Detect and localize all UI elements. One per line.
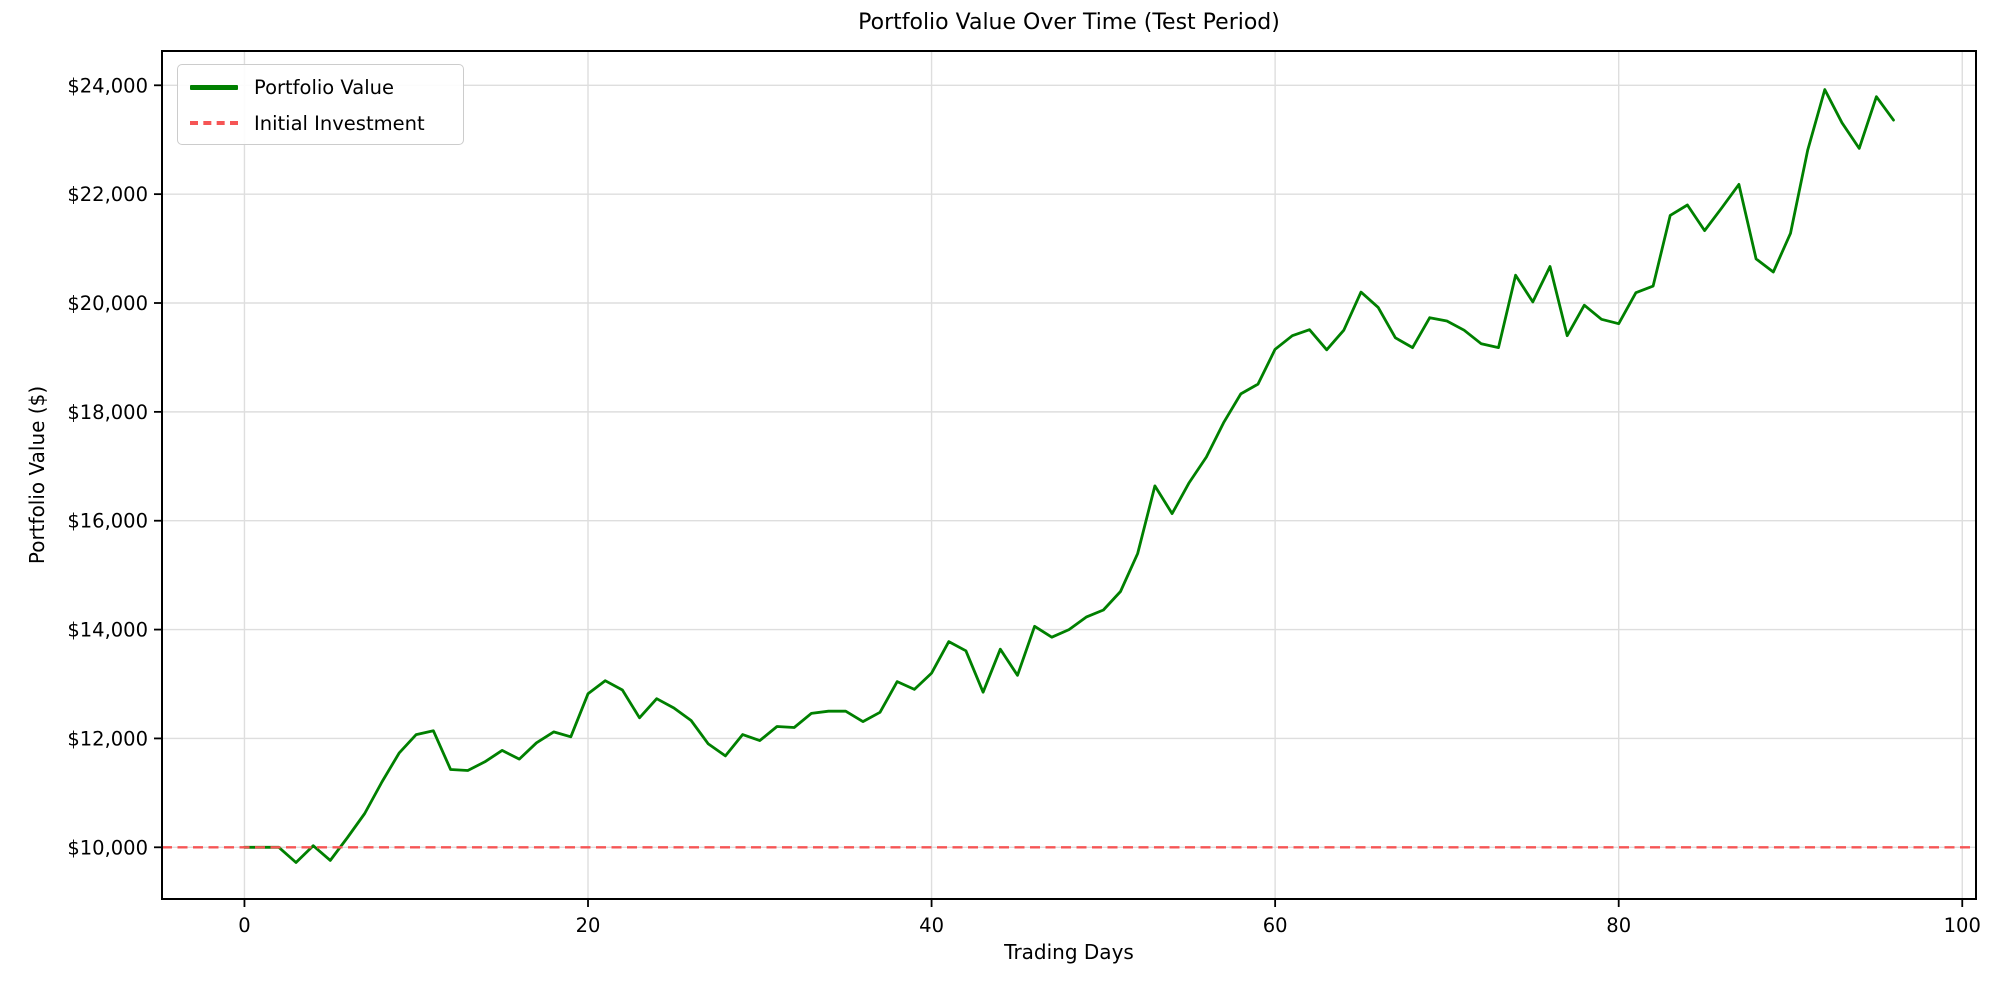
x-axis-tick-label: 0 xyxy=(238,914,250,937)
y-axis-tick-label: $14,000 xyxy=(67,619,148,642)
y-axis-tick-label: $16,000 xyxy=(67,510,148,533)
x-axis-tick-label: 40 xyxy=(919,914,944,937)
x-axis-label: Trading Days xyxy=(1004,940,1134,964)
legend-label-portfolio-value: Portfolio Value xyxy=(254,75,394,99)
x-axis-tick-label: 20 xyxy=(576,914,601,937)
axes-frame xyxy=(161,50,1977,900)
y-axis-tick-label: $18,000 xyxy=(67,401,148,424)
y-axis-tick-label: $10,000 xyxy=(67,836,148,859)
y-axis-label: Portfolio Value ($) xyxy=(25,385,49,565)
chart-title: Portfolio Value Over Time (Test Period) xyxy=(858,10,1280,35)
portfolio-value-line xyxy=(243,88,1895,864)
legend-label-initial-investment: Initial Investment xyxy=(254,111,425,135)
legend-swatch-portfolio-value xyxy=(190,84,238,90)
x-axis-tick-label: 60 xyxy=(1263,914,1288,937)
y-axis-tick-label: $22,000 xyxy=(67,183,148,206)
legend-swatch-initial-investment xyxy=(190,121,238,125)
legend-item-portfolio-value: Portfolio Value xyxy=(190,74,451,100)
legend-item-initial-investment: Initial Investment xyxy=(190,110,451,136)
legend: Portfolio Value Initial Investment xyxy=(177,64,464,145)
y-axis-tick-label: $20,000 xyxy=(67,292,148,315)
x-axis-tick-label: 100 xyxy=(1944,914,1981,937)
y-axis-tick-label: $24,000 xyxy=(67,74,148,97)
x-axis-tick-label: 80 xyxy=(1606,914,1631,937)
y-axis-tick-label: $12,000 xyxy=(67,727,148,750)
